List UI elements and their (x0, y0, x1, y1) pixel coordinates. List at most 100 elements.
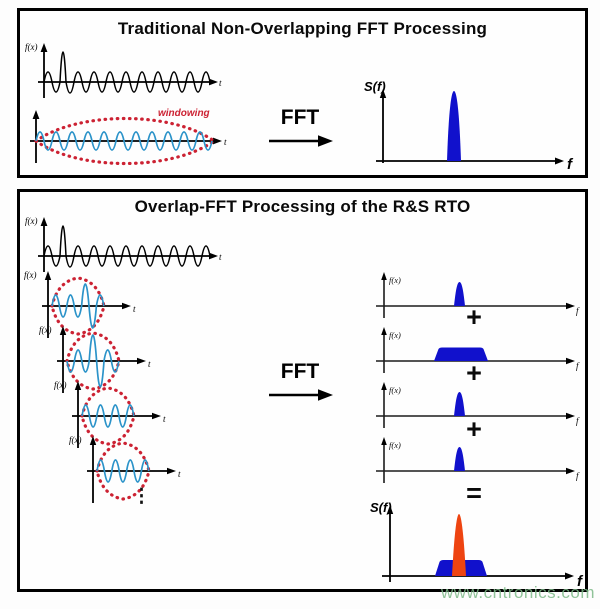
y-axis-arrow-icon (381, 272, 387, 280)
result-main-peak (452, 514, 466, 576)
fft-arrow-icon (269, 389, 333, 401)
x-axis-label: f (567, 156, 574, 173)
y-axis-label: f(x) (389, 440, 401, 450)
y-axis-label: f(x) (389, 275, 401, 285)
x-axis-arrow-icon (566, 302, 575, 310)
spectrum-wide-lobe (434, 347, 488, 361)
spectrum-peak (447, 91, 461, 161)
x-axis-arrow-icon (566, 467, 575, 475)
x-axis-arrow-icon (152, 412, 161, 420)
x-axis-arrow-icon (213, 137, 222, 145)
x-axis-label: f (576, 306, 580, 316)
fft-arrow-icon (269, 135, 333, 147)
y-axis-label: f(x) (54, 380, 67, 390)
y-axis-arrow-icon (59, 326, 67, 335)
equals-sign: = (466, 478, 482, 508)
x-axis-label: t (219, 78, 222, 88)
x-axis-arrow-icon (209, 252, 218, 260)
fft-label: FFT (280, 360, 320, 383)
window-segment-4: f(x) t (69, 435, 181, 503)
sine-wave-with-transient (43, 225, 211, 268)
panel-traditional-title: Traditional Non-Overlapping FFT Processi… (117, 19, 488, 38)
panel-overlap: Overlap-FFT Processing of the R&S RTO f(… (17, 189, 588, 592)
window-segment-1: f(x) t (24, 270, 136, 338)
more-segments-ellipsis: ⋮ (132, 486, 151, 507)
windowing-label: windowing (158, 108, 210, 119)
spectrum-peak (454, 447, 465, 471)
partial-spectrum-3: f(x) f (376, 382, 580, 428)
x-axis-label: t (224, 137, 227, 147)
y-axis-label: S(f) (370, 500, 392, 515)
result-spectrum-plot: S(f) f (370, 500, 584, 590)
x-axis-label: f (577, 573, 584, 590)
arrow-head (318, 389, 333, 401)
time-signal-plot: f(x) t (25, 216, 222, 272)
x-axis-label: t (148, 359, 151, 369)
windowed-sine-wave (81, 404, 135, 428)
y-axis-arrow-icon (40, 43, 48, 52)
y-axis-arrow-icon (89, 436, 97, 445)
windowed-signal-plot: t windowing (30, 108, 227, 165)
y-axis-arrow-icon (44, 271, 52, 280)
partial-spectrum-4: f(x) f (376, 437, 580, 483)
plus-sign: + (466, 358, 482, 388)
y-axis-arrow-icon (386, 505, 394, 514)
window-segment-2: f(x) t (39, 325, 151, 393)
window-envelope-top (34, 117, 216, 143)
y-axis-arrow-icon (74, 381, 82, 390)
plus-sign: + (466, 414, 482, 444)
y-axis-label: f(x) (389, 385, 401, 395)
y-axis-arrow-icon (379, 89, 387, 98)
window-envelope (50, 276, 106, 336)
x-axis-label: f (576, 361, 580, 371)
spectrum-peak (454, 392, 465, 416)
arrow-head (318, 135, 333, 147)
y-axis-arrow-icon (381, 327, 387, 335)
windowed-sine-wave (96, 459, 150, 483)
y-axis-label: f(x) (389, 330, 401, 340)
windowed-sine-wave (51, 283, 105, 329)
y-axis-arrow-icon (32, 110, 40, 119)
x-axis-label: f (576, 416, 580, 426)
x-axis-label: t (219, 252, 222, 262)
y-axis-label: f(x) (39, 325, 52, 335)
sine-wave-with-transient (43, 51, 211, 94)
time-signal-plot: f(x) t (25, 42, 222, 98)
watermark: www.cntronics.com (441, 583, 595, 602)
panel-overlap-title: Overlap-FFT Processing of the R&S RTO (134, 197, 471, 216)
y-axis-label: f(x) (25, 216, 38, 226)
y-axis-arrow-icon (381, 382, 387, 390)
x-axis-label: f (576, 471, 580, 481)
x-axis-arrow-icon (565, 572, 574, 580)
windowed-sine-wave-with-transient (66, 334, 120, 388)
y-axis-label: f(x) (24, 270, 37, 280)
window-segment-3: f(x) t (54, 380, 166, 448)
x-axis-arrow-icon (122, 302, 131, 310)
panel-traditional: Traditional Non-Overlapping FFT Processi… (17, 8, 588, 178)
y-axis-arrow-icon (381, 437, 387, 445)
x-axis-arrow-icon (555, 157, 564, 165)
fft-label: FFT (280, 106, 320, 129)
y-axis-arrow-icon (40, 217, 48, 226)
partial-spectrum-2: f(x) f (376, 327, 580, 373)
spectrum-peak (454, 282, 465, 306)
spectrum-plot: S(f) f (364, 79, 574, 173)
x-axis-label: t (133, 304, 136, 314)
partial-spectrum-1: f(x) f (376, 272, 580, 318)
y-axis-label: f(x) (69, 435, 82, 445)
x-axis-label: t (163, 414, 166, 424)
fft-operator: FFT (260, 360, 340, 403)
window-envelope (95, 441, 151, 501)
x-axis-arrow-icon (209, 78, 218, 86)
x-axis-arrow-icon (167, 467, 176, 475)
x-axis-label: t (178, 469, 181, 479)
window-envelope-bottom (34, 139, 216, 165)
fft-operator: FFT (260, 106, 340, 149)
x-axis-arrow-icon (137, 357, 146, 365)
y-axis-label: f(x) (25, 42, 38, 52)
x-axis-arrow-icon (566, 357, 575, 365)
windowed-sine-wave (35, 131, 213, 151)
plus-sign: + (466, 302, 482, 332)
x-axis-arrow-icon (566, 412, 575, 420)
y-axis-label: S(f) (364, 79, 386, 94)
